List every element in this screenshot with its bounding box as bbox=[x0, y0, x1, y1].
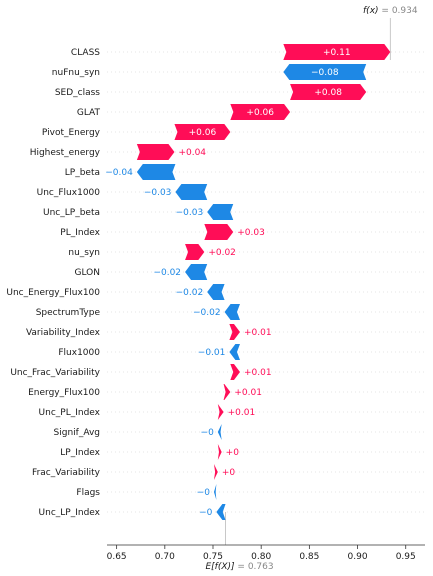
bar-lp-index bbox=[217, 444, 222, 460]
feature-name: nuFnu_syn bbox=[52, 68, 100, 78]
value-label: −0.01 bbox=[198, 348, 226, 358]
bar-lp-beta bbox=[136, 164, 176, 180]
value-label: +0.01 bbox=[244, 368, 272, 378]
base-annotation: E[f(X)] = 0.763 bbox=[205, 562, 273, 572]
x-tick-label: 0.75 bbox=[203, 552, 223, 562]
x-tick-label: 0.80 bbox=[251, 552, 271, 562]
feature-name: PL_Index bbox=[60, 228, 100, 238]
x-tick-label: 0.65 bbox=[107, 552, 127, 562]
value-label: +0.02 bbox=[208, 248, 236, 258]
value-label: −0.03 bbox=[144, 188, 172, 198]
bar-nu-syn bbox=[185, 244, 205, 260]
feature-name: Unc_LP_beta bbox=[43, 208, 100, 218]
feature-name: Signif_Avg bbox=[54, 428, 100, 438]
feature-name: nu_syn bbox=[68, 248, 100, 258]
bar-glon bbox=[185, 264, 208, 280]
value-label: +0.04 bbox=[178, 148, 206, 158]
fx-value: 0.934 bbox=[392, 6, 418, 16]
fx-label: f(x) bbox=[363, 6, 379, 16]
base-equals: = bbox=[235, 562, 248, 572]
value-label: +0.01 bbox=[244, 328, 272, 338]
bar-variability-index bbox=[229, 324, 240, 340]
bar-class bbox=[283, 44, 391, 60]
feature-name: Unc_PL_Index bbox=[39, 408, 101, 418]
feature-name: LP_beta bbox=[65, 168, 100, 178]
feature-name: SED_class bbox=[55, 88, 100, 98]
bar-unc-energy-flux100 bbox=[207, 284, 225, 300]
bar-frac-variability bbox=[213, 464, 218, 480]
value-label: −0.02 bbox=[153, 268, 181, 278]
feature-name: Unc_Frac_Variability bbox=[10, 368, 100, 378]
value-label: −0 bbox=[199, 508, 213, 518]
feature-name: Pivot_Energy bbox=[42, 128, 101, 138]
feature-name: GLON bbox=[75, 268, 100, 278]
value-label: −0.04 bbox=[105, 168, 133, 178]
fx-annotation: f(x) = 0.934 bbox=[363, 6, 418, 16]
value-label: +0.11 bbox=[323, 48, 351, 58]
bar-nufnu-syn bbox=[283, 64, 367, 80]
fx-equals: = bbox=[379, 6, 392, 16]
value-label: −0 bbox=[201, 428, 215, 438]
feature-labels: CLASS nuFnu_syn SED_class GLAT Pivot_Energy H… bbox=[6, 48, 100, 518]
feature-name: Unc_LP_Index bbox=[39, 508, 101, 518]
value-label: +0.06 bbox=[189, 128, 217, 138]
value-label: −0.02 bbox=[193, 308, 221, 318]
feature-name: Unc_Energy_Flux100 bbox=[6, 288, 100, 298]
feature-name: GLAT bbox=[77, 108, 101, 118]
feature-name: SpectrumType bbox=[36, 308, 101, 318]
bar-unc-lp-beta bbox=[207, 204, 234, 220]
value-label: +0 bbox=[222, 468, 236, 478]
value-label: +0.08 bbox=[314, 88, 342, 98]
value-label: +0.06 bbox=[246, 108, 274, 118]
bar-glat bbox=[230, 104, 291, 120]
bar-flux1000 bbox=[229, 344, 240, 360]
x-tick-label: 0.70 bbox=[155, 552, 175, 562]
bar-flags bbox=[213, 484, 217, 500]
value-label: −0.03 bbox=[176, 208, 204, 218]
feature-name: LP_Index bbox=[60, 448, 100, 458]
bar-unc-pl-index bbox=[217, 404, 224, 420]
bar-sed-class bbox=[290, 84, 367, 100]
base-label: E[f(X)] bbox=[205, 562, 235, 572]
x-tick-label: 0.90 bbox=[348, 552, 368, 562]
value-label: −0.02 bbox=[176, 288, 204, 298]
feature-name: Highest_energy bbox=[30, 148, 101, 158]
feature-name: Variability_Index bbox=[26, 328, 101, 338]
bar-spectrumtype bbox=[224, 304, 240, 320]
bars: +0.11 −0.08 +0.08 +0.06 +0.06 +0.04 −0.04 −0.03… bbox=[105, 44, 391, 520]
bar-signif-avg bbox=[217, 424, 222, 440]
feature-name: Frac_Variability bbox=[32, 468, 101, 478]
bar-energy-flux100 bbox=[223, 384, 231, 400]
bar-unc-flux1000 bbox=[175, 184, 208, 200]
bar-unc-frac-variability bbox=[230, 364, 240, 380]
base-value: 0.763 bbox=[248, 562, 274, 572]
x-tick-label: 0.95 bbox=[396, 552, 416, 562]
bar-highest-energy bbox=[136, 144, 175, 160]
x-ticks: 0.65 0.70 0.75 0.80 0.85 0.90 0.95 bbox=[107, 545, 416, 562]
feature-name: CLASS bbox=[71, 48, 100, 58]
bar-pl-index bbox=[204, 224, 234, 240]
feature-name: Energy_Flux100 bbox=[28, 388, 100, 398]
bar-pivot-energy bbox=[174, 124, 231, 140]
value-label: +0.03 bbox=[237, 228, 265, 238]
feature-name: Unc_Flux1000 bbox=[37, 188, 101, 198]
value-label: +0 bbox=[226, 448, 240, 458]
value-label: −0.08 bbox=[311, 68, 339, 78]
feature-name: Flux1000 bbox=[58, 348, 100, 358]
feature-name: Flags bbox=[76, 488, 100, 498]
x-tick-label: 0.85 bbox=[299, 552, 319, 562]
value-label: −0 bbox=[197, 488, 211, 498]
row-guides bbox=[107, 51, 425, 513]
value-label: +0.01 bbox=[234, 388, 262, 398]
value-label: +0.01 bbox=[228, 408, 256, 418]
bar-unc-lp-index bbox=[216, 504, 226, 520]
